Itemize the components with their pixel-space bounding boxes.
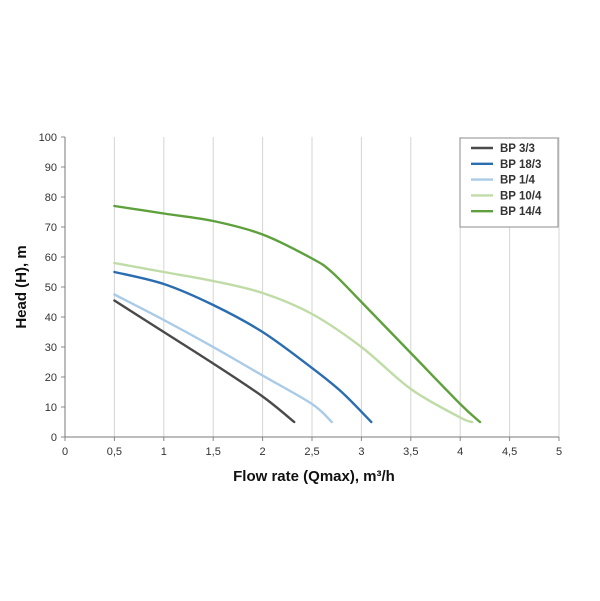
y-tick-label: 40 [45,312,57,324]
legend-label: BP 18/3 [500,159,541,171]
legend-label: BP 10/4 [500,190,542,202]
x-tick-label: 5 [556,446,562,458]
y-tick-label: 60 [45,252,57,264]
x-tick-label: 4,5 [502,446,517,458]
x-tick-label: 1 [161,446,167,458]
y-tick-label: 70 [45,222,57,234]
x-tick-label: 3 [358,446,364,458]
x-tick-label: 0,5 [107,446,122,458]
x-tick-label: 3,5 [403,446,418,458]
y-tick-label: 0 [51,432,57,444]
y-axis-title: Head (H), m [13,245,30,328]
y-tick-label: 30 [45,342,57,354]
x-tick-labels: 0 0,5 1 1,5 2 2,5 3 3,5 4 4,5 5 [62,446,562,458]
y-tick-label: 10 [45,402,57,414]
grid [113,137,560,437]
legend: BP 3/3 BP 18/3 BP 1/4 BP 10/4 BP 14/4 [459,137,559,228]
series-line-2 [113,270,373,424]
y-tick-label: 20 [45,372,57,384]
y-tick-label: 100 [39,132,57,144]
x-axis-title: Flow rate (Qmax), m³/h [233,468,395,485]
x-tick-label: 2,5 [304,446,319,458]
x-tick-label: 1,5 [206,446,221,458]
series-line-4 [113,261,474,424]
y-tick-label: 90 [45,162,57,174]
y-tick-label: 80 [45,192,57,204]
legend-label: BP 3/3 [500,143,535,155]
series-line-1 [113,299,296,424]
y-tick-label: 50 [45,282,57,294]
series-line-3 [113,293,333,424]
series-line-5 [113,204,482,424]
x-tick-label: 4 [457,446,463,458]
legend-label: BP 14/4 [500,206,542,218]
x-tick-label: 0 [62,446,68,458]
y-tick-labels: 0 10 20 30 40 50 60 70 80 90 100 [39,132,57,444]
x-tick-label: 2 [260,446,266,458]
legend-label: BP 1/4 [500,175,536,187]
series-lines [113,204,482,424]
axes [61,136,560,441]
